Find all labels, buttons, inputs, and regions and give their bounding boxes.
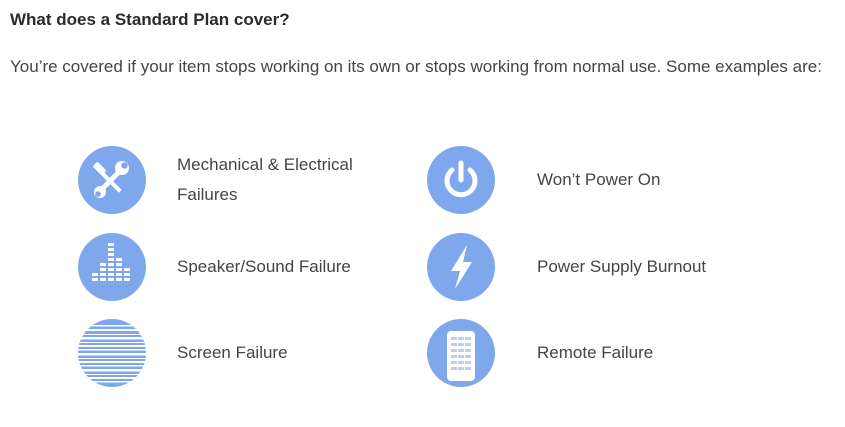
coverage-item-label: Remote Failure (537, 343, 654, 362)
coverage-item-label: Screen Failure (177, 343, 288, 362)
lightning-bolt-icon (427, 233, 495, 301)
power-icon (427, 146, 495, 214)
coverage-item-label: Speaker/Sound Failure (177, 257, 351, 276)
coverage-item-power: Won’t Power On (427, 146, 757, 214)
section-intro: You’re covered if your item stops workin… (10, 57, 822, 76)
coverage-item-sound: Speaker/Sound Failure (78, 233, 397, 301)
remote-control-icon (427, 319, 495, 387)
coverage-item-mechanical: Mechanical & Electrical Failures (78, 146, 397, 214)
coverage-item-label: Power Supply Burnout (537, 257, 707, 276)
tools-icon (78, 146, 146, 214)
coverage-item-label: Won’t Power On (537, 170, 661, 189)
coverage-item-remote: Remote Failure (427, 319, 757, 387)
coverage-item-label: Mechanical & Electrical Failures (177, 155, 353, 204)
section-heading: What does a Standard Plan cover? (10, 10, 290, 29)
coverage-item-power-supply: Power Supply Burnout (427, 233, 757, 301)
screen-static-icon (78, 319, 146, 387)
coverage-item-screen: Screen Failure (78, 319, 397, 387)
sound-equalizer-icon (78, 233, 146, 301)
